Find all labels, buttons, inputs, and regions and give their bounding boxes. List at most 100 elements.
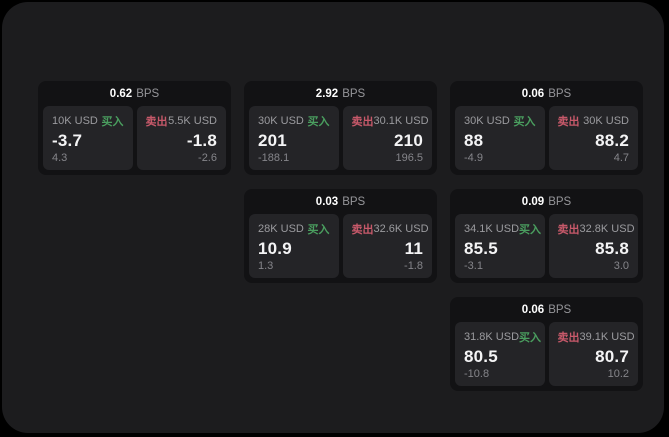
buy-side-label: 买入 (307, 224, 330, 236)
buy-delta: 1.3 (258, 260, 274, 272)
bps-value: 0.62 (109, 87, 133, 100)
buy-amount: 10K USD (52, 115, 98, 127)
sell-tile[interactable]: 卖出 39.1K USD 80.7 10.2 (548, 322, 638, 386)
sell-delta: 4.7 (613, 152, 629, 164)
quote-card[interactable]: 0.09 BPS 34.1K USD 买入 85.5 -3.1 卖出 32.8K… (450, 189, 643, 283)
bps-unit-label: BPS (136, 87, 160, 100)
quote-card[interactable]: 0.06 BPS 31.8K USD 买入 80.5 -10.8 卖出 39.1… (450, 297, 643, 391)
buy-tile-header: 28K USD 买入 (258, 221, 330, 237)
sell-delta: 196.5 (395, 152, 423, 164)
sell-amount: 39.1K USD (579, 331, 635, 343)
buy-delta: -3.1 (464, 260, 483, 272)
sell-price: 85.8 (595, 239, 629, 258)
bps-value: 0.06 (521, 87, 545, 100)
buy-side-label: 买入 (513, 116, 536, 128)
sell-amount: 32.6K USD (373, 223, 429, 235)
bps-unit-label: BPS (548, 87, 572, 100)
buy-tile[interactable]: 34.1K USD 买入 85.5 -3.1 (455, 214, 545, 278)
sell-tile[interactable]: 卖出 32.6K USD 11 -1.8 (342, 214, 432, 278)
bps-value: 2.92 (315, 87, 339, 100)
bps-unit-label: BPS (548, 195, 572, 208)
buy-side-label: 买入 (307, 116, 330, 128)
sell-side-label: 卖出 (145, 116, 168, 128)
buy-side-label: 买入 (519, 332, 542, 344)
sell-side-label: 卖出 (351, 224, 374, 236)
sell-amount: 30K USD (583, 115, 629, 127)
bps-value: 0.06 (521, 303, 545, 316)
sell-price: 11 (404, 239, 423, 258)
bps-unit-label: BPS (342, 195, 366, 208)
sell-tile-header: 卖出 32.6K USD (351, 221, 429, 237)
bps-value: 0.03 (315, 195, 339, 208)
buy-side-label: 买入 (519, 224, 542, 236)
sell-tile[interactable]: 卖出 5.5K USD -1.8 -2.6 (136, 106, 226, 170)
card-header: 0.06 BPS (450, 81, 643, 106)
buy-amount: 30K USD (464, 115, 510, 127)
sell-delta: 3.0 (613, 260, 629, 272)
card-header: 0.09 BPS (450, 189, 643, 214)
quote-card[interactable]: 2.92 BPS 30K USD 买入 201 -188.1 卖出 30.1K … (244, 81, 437, 175)
sell-amount: 30.1K USD (373, 115, 429, 127)
buy-price: -3.7 (52, 131, 83, 150)
sell-price: 88.2 (595, 131, 629, 150)
sell-price: 210 (394, 131, 423, 150)
buy-price: 201 (258, 131, 287, 150)
sell-tile-header: 卖出 39.1K USD (557, 329, 635, 345)
sell-tile[interactable]: 卖出 30.1K USD 210 196.5 (342, 106, 432, 170)
sell-delta: 10.2 (607, 368, 629, 380)
buy-delta: -10.8 (464, 368, 490, 380)
buy-price: 10.9 (258, 239, 292, 258)
buy-delta: 4.3 (52, 152, 68, 164)
buy-tile[interactable]: 10K USD 买入 -3.7 4.3 (43, 106, 133, 170)
buy-amount: 28K USD (258, 223, 304, 235)
card-header: 0.62 BPS (38, 81, 231, 106)
buy-tile-header: 30K USD 买入 (258, 113, 330, 129)
sell-tile-header: 卖出 32.8K USD (557, 221, 635, 237)
card-body: 31.8K USD 买入 80.5 -10.8 卖出 39.1K USD 80.… (450, 322, 643, 391)
card-header: 2.92 BPS (244, 81, 437, 106)
bps-value: 0.09 (521, 195, 545, 208)
sell-tile-header: 卖出 30K USD (558, 113, 630, 129)
sell-side-label: 卖出 (557, 224, 580, 236)
buy-tile[interactable]: 30K USD 买入 201 -188.1 (249, 106, 339, 170)
sell-delta: -2.6 (198, 152, 217, 164)
sell-price: 80.7 (595, 347, 629, 366)
card-header: 0.06 BPS (450, 297, 643, 322)
buy-tile[interactable]: 31.8K USD 买入 80.5 -10.8 (455, 322, 545, 386)
sell-side-label: 卖出 (351, 116, 374, 128)
sell-amount: 5.5K USD (168, 115, 217, 127)
buy-tile-header: 10K USD 买入 (52, 113, 124, 129)
quote-card[interactable]: 0.06 BPS 30K USD 买入 88 -4.9 卖出 30K USD 8… (450, 81, 643, 175)
quote-card-grid: 0.62 BPS 10K USD 买入 -3.7 4.3 卖出 5.5K USD… (38, 81, 643, 391)
buy-price: 88 (464, 131, 484, 150)
sell-side-label: 卖出 (557, 116, 580, 128)
sell-amount: 32.8K USD (579, 223, 635, 235)
card-body: 34.1K USD 买入 85.5 -3.1 卖出 32.8K USD 85.8… (450, 214, 643, 283)
buy-tile-header: 34.1K USD 买入 (464, 221, 541, 237)
sell-tile[interactable]: 卖出 30K USD 88.2 4.7 (548, 106, 638, 170)
bps-unit-label: BPS (548, 303, 572, 316)
quote-card[interactable]: 0.62 BPS 10K USD 买入 -3.7 4.3 卖出 5.5K USD… (38, 81, 231, 175)
sell-tile[interactable]: 卖出 32.8K USD 85.8 3.0 (548, 214, 638, 278)
buy-delta: -188.1 (258, 152, 290, 164)
buy-price: 80.5 (464, 347, 498, 366)
card-body: 28K USD 买入 10.9 1.3 卖出 32.6K USD 11 -1.8 (244, 214, 437, 283)
card-body: 30K USD 买入 88 -4.9 卖出 30K USD 88.2 4.7 (450, 106, 643, 175)
buy-tile-header: 31.8K USD 买入 (464, 329, 541, 345)
sell-price: -1.8 (186, 131, 217, 150)
sell-tile-header: 卖出 5.5K USD (146, 113, 218, 129)
buy-tile[interactable]: 30K USD 买入 88 -4.9 (455, 106, 545, 170)
buy-side-label: 买入 (101, 116, 124, 128)
bps-unit-label: BPS (342, 87, 366, 100)
buy-tile-header: 30K USD 买入 (464, 113, 536, 129)
buy-tile[interactable]: 28K USD 买入 10.9 1.3 (249, 214, 339, 278)
main-panel: 0.62 BPS 10K USD 买入 -3.7 4.3 卖出 5.5K USD… (2, 2, 664, 433)
buy-amount: 30K USD (258, 115, 304, 127)
card-header: 0.03 BPS (244, 189, 437, 214)
quote-card[interactable]: 0.03 BPS 28K USD 买入 10.9 1.3 卖出 32.6K US… (244, 189, 437, 283)
card-body: 30K USD 买入 201 -188.1 卖出 30.1K USD 210 1… (244, 106, 437, 175)
buy-price: 85.5 (464, 239, 498, 258)
sell-side-label: 卖出 (557, 332, 580, 344)
buy-delta: -4.9 (464, 152, 483, 164)
buy-amount: 34.1K USD (464, 223, 520, 235)
